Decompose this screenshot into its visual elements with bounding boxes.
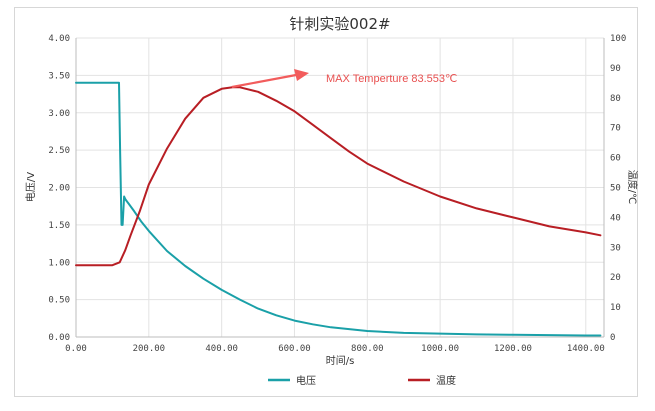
y-right-tick-label: 10 [610,303,621,313]
y-left-tick-label: 2.50 [48,146,70,156]
x-tick-label: 400.00 [205,344,238,354]
annotation-text: MAX Temperture 83.553℃ [326,73,457,85]
y-right-tick-label: 70 [610,124,621,134]
x-tick-label: 200.00 [133,344,166,354]
annotation-arrow-line [231,73,297,89]
series-line-temperature [75,86,602,267]
y-left-tick-label: 3.50 [48,71,70,81]
y-right-tick-label: 40 [610,213,621,223]
y-left-tick-label: 1.00 [48,258,70,268]
legend: 电压 温度 [268,374,456,387]
y-right-tick-label: 0 [610,333,615,343]
x-tick-label: 600.00 [278,344,311,354]
y-right-tick-label: 30 [610,243,621,253]
y-left-tick-label: 4.00 [48,34,70,44]
y-right-axis-title: 温度/℃ [626,170,639,205]
x-tick-label: 800.00 [351,344,384,354]
y-left-tick-label: 0.50 [48,296,70,306]
legend-label-temperature: 温度 [436,374,456,387]
x-tick-label: 0.00 [65,344,87,354]
x-tick-labels: 0.00 200.00 400.00 600.00 800.00 1000.00 1200.… [65,344,605,354]
x-tick-label: 1200.00 [494,344,532,354]
y-right-tick-label: 50 [610,184,621,194]
y-left-tick-label: 3.00 [48,109,70,119]
right-margin [640,7,655,397]
chart-title: 针刺实验002# [289,15,390,33]
y-right-tick-label: 20 [610,273,621,283]
y-left-tick-label: 1.50 [48,221,70,231]
y-right-tick-label: 100 [610,34,626,44]
annotation-arrow-head [294,69,309,81]
y-right-tick-label: 80 [610,94,621,104]
legend-label-voltage: 电压 [296,374,316,387]
x-axis-title: 时间/s [326,354,355,367]
y-right-tick-label: 60 [610,154,621,164]
y-right-tick-labels: 0 10 20 30 40 50 60 70 80 90 100 [610,34,626,343]
series-lines [75,81,602,337]
x-tick-label: 1400.00 [567,344,605,354]
max-annotation: MAX Temperture 83.553℃ [231,69,457,89]
y-left-tick-labels: 0.00 0.50 1.00 1.50 2.00 2.50 3.00 3.50 4.00 [48,34,70,343]
y-left-tick-label: 2.00 [48,184,70,194]
axes [75,38,605,338]
y-right-tick-label: 90 [610,64,621,74]
x-tick-label: 1000.00 [421,344,459,354]
series-line-voltage [75,81,602,337]
y-left-axis-title: 电压/V [24,172,37,202]
y-left-tick-label: 0.00 [48,333,70,343]
chart-frame [14,7,638,397]
